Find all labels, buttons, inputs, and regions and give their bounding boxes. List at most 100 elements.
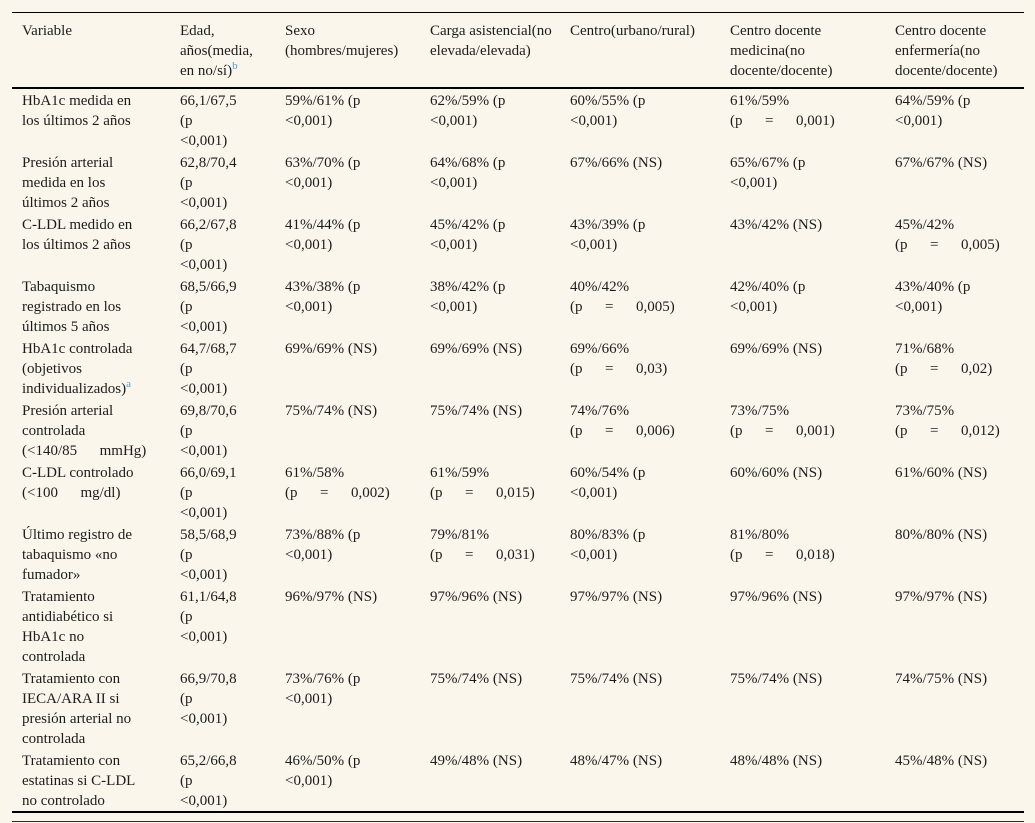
cell-medicina: 48%/48% (NS): [730, 753, 823, 769]
cell-carga: 64%/68% (p <0,001): [430, 155, 506, 191]
cell-medicina: 81%/80% (p = 0,018): [730, 527, 835, 563]
cell-enfermeria: 80%/80% (NS): [895, 527, 988, 543]
cell-centro: 43%/39% (p <0,001): [570, 217, 646, 253]
row-variable-label: Presión arterial medida en los últimos 2…: [22, 155, 114, 211]
footnote-ref-b[interactable]: b: [232, 60, 238, 72]
cell-edad: 62,8/70,4 (p <0,001): [180, 155, 237, 211]
cell-medicina: 61%/59% (p = 0,001): [730, 93, 835, 129]
cell-carga: 61%/59% (p = 0,015): [430, 465, 535, 501]
row-variable: Tratamiento con IECA/ARA II si presión a…: [12, 667, 180, 749]
cell-centro: 40%/42% (p = 0,005): [570, 279, 675, 315]
column-header-carga: Carga asistencial(no elevada/elevada): [430, 12, 570, 89]
cell-carga: 62%/59% (p <0,001): [430, 93, 506, 129]
row-variable-label: Tabaquismo registrado en los últimos 5 a…: [22, 279, 122, 335]
cell-sexo: 73%/76% (p <0,001): [285, 671, 361, 707]
footnote-ref-a[interactable]: a: [126, 378, 132, 390]
row-variable-label: HbA1c controlada (objetivos individualiz…: [22, 341, 133, 397]
cell-medicina: 73%/75% (p = 0,001): [730, 403, 835, 439]
table-row: Tratamiento con estatinas si C-LDL no co…: [12, 749, 1024, 812]
cell-carga: 97%/96% (NS): [430, 589, 523, 605]
row-variable: Tabaquismo registrado en los últimos 5 a…: [12, 275, 180, 337]
cell-edad: 69,8/70,6 (p <0,001): [180, 403, 237, 459]
cell-centro: 97%/97% (NS): [570, 589, 663, 605]
table-row: C-LDL controlado (<100 mg/dl) 66,0/69,1 …: [12, 461, 1024, 523]
cell-edad: 64,7/68,7 (p <0,001): [180, 341, 237, 397]
table-row: Presión arterial medida en los últimos 2…: [12, 151, 1024, 213]
cell-centro: 48%/47% (NS): [570, 753, 663, 769]
cell-enfermeria: 67%/67% (NS): [895, 155, 988, 171]
cell-edad: 61,1/64,8 (p <0,001): [180, 589, 237, 645]
cell-enfermeria: 74%/75% (NS): [895, 671, 988, 687]
cell-carga: 49%/48% (NS): [430, 753, 523, 769]
results-table: Variable Edad, años(media, en no/sí)b Se…: [12, 12, 1024, 813]
cell-carga: 75%/74% (NS): [430, 671, 523, 687]
cell-sexo: 61%/58% (p = 0,002): [285, 465, 390, 501]
row-variable: C-LDL controlado (<100 mg/dl): [12, 461, 180, 523]
cell-medicina: 75%/74% (NS): [730, 671, 823, 687]
cell-medicina: 65%/67% (p <0,001): [730, 155, 806, 191]
table-row: Tabaquismo registrado en los últimos 5 a…: [12, 275, 1024, 337]
cell-edad: 66,2/67,8 (p <0,001): [180, 217, 237, 273]
cell-medicina: 43%/42% (NS): [730, 217, 823, 233]
cell-centro: 69%/66% (p = 0,03): [570, 341, 668, 377]
cell-enfermeria: 71%/68% (p = 0,02): [895, 341, 993, 377]
cell-enfermeria: 64%/59% (p <0,001): [895, 93, 971, 129]
cell-sexo: 96%/97% (NS): [285, 589, 378, 605]
row-variable-label: Último registro de tabaquismo «no fumado…: [22, 527, 132, 583]
row-variable-label: C-LDL medido en los últimos 2 años: [22, 217, 133, 253]
cell-edad: 58,5/68,9 (p <0,001): [180, 527, 237, 583]
column-header-label: Carga asistencial(no elevada/elevada): [430, 23, 552, 59]
row-variable: HbA1c controlada (objetivos individualiz…: [12, 337, 180, 399]
column-header-label: Centro docente enfermería(no docente/doc…: [895, 23, 998, 79]
row-variable-label: Tratamiento con estatinas si C-LDL no co…: [22, 753, 136, 809]
row-variable-label: Presión arterial controlada (<140/85 mmH…: [22, 403, 147, 459]
cell-sexo: 63%/70% (p <0,001): [285, 155, 361, 191]
cell-centro: 80%/83% (p <0,001): [570, 527, 646, 563]
table-bottom-rule: [12, 821, 1024, 822]
table-row: Tratamiento antidiabético si HbA1c no co…: [12, 585, 1024, 667]
cell-edad: 66,9/70,8 (p <0,001): [180, 671, 237, 727]
column-header-label: Edad, años(media, en no/sí): [180, 23, 253, 79]
row-variable: Último registro de tabaquismo «no fumado…: [12, 523, 180, 585]
row-variable: Presión arterial controlada (<140/85 mmH…: [12, 399, 180, 461]
cell-sexo: 73%/88% (p <0,001): [285, 527, 361, 563]
cell-sexo: 43%/38% (p <0,001): [285, 279, 361, 315]
column-header-label: Centro(urbano/rural): [570, 23, 695, 39]
cell-carga: 75%/74% (NS): [430, 403, 523, 419]
cell-sexo: 41%/44% (p <0,001): [285, 217, 361, 253]
cell-carga: 38%/42% (p <0,001): [430, 279, 506, 315]
row-variable: C-LDL medido en los últimos 2 años: [12, 213, 180, 275]
column-header-edad: Edad, años(media, en no/sí)b: [180, 12, 285, 89]
cell-sexo: 75%/74% (NS): [285, 403, 378, 419]
row-variable: HbA1c medida en los últimos 2 años: [12, 88, 180, 151]
cell-carga: 69%/69% (NS): [430, 341, 523, 357]
cell-enfermeria: 45%/42% (p = 0,005): [895, 217, 1000, 253]
header-row: Variable Edad, años(media, en no/sí)b Se…: [12, 12, 1024, 89]
cell-enfermeria: 43%/40% (p <0,001): [895, 279, 971, 315]
cell-centro: 60%/54% (p <0,001): [570, 465, 646, 501]
column-header-sexo: Sexo (hombres/mujeres): [285, 12, 430, 89]
cell-medicina: 97%/96% (NS): [730, 589, 823, 605]
cell-edad: 65,2/66,8 (p <0,001): [180, 753, 237, 809]
table-row: Presión arterial controlada (<140/85 mmH…: [12, 399, 1024, 461]
column-header-label: Sexo (hombres/mujeres): [285, 23, 399, 59]
row-variable: Tratamiento con estatinas si C-LDL no co…: [12, 749, 180, 812]
row-variable-label: C-LDL controlado (<100 mg/dl): [22, 465, 134, 501]
cell-centro: 74%/76% (p = 0,006): [570, 403, 675, 439]
cell-centro: 67%/66% (NS): [570, 155, 663, 171]
row-variable: Presión arterial medida en los últimos 2…: [12, 151, 180, 213]
column-header-label: Centro docente medicina(no docente/docen…: [730, 23, 833, 79]
cell-carga: 79%/81% (p = 0,031): [430, 527, 535, 563]
column-header-label: Variable: [22, 23, 72, 39]
cell-edad: 68,5/66,9 (p <0,001): [180, 279, 237, 335]
cell-edad: 66,0/69,1 (p <0,001): [180, 465, 237, 521]
table-row: HbA1c medida en los últimos 2 años 66,1/…: [12, 88, 1024, 151]
row-variable-label: Tratamiento con IECA/ARA II si presión a…: [22, 671, 132, 747]
table-row: C-LDL medido en los últimos 2 años 66,2/…: [12, 213, 1024, 275]
cell-sexo: 46%/50% (p <0,001): [285, 753, 361, 789]
cell-centro: 60%/55% (p <0,001): [570, 93, 646, 129]
row-variable: Tratamiento antidiabético si HbA1c no co…: [12, 585, 180, 667]
column-header-docente-enfermeria: Centro docente enfermería(no docente/doc…: [895, 12, 1024, 89]
row-variable-label: Tratamiento antidiabético si HbA1c no co…: [22, 589, 114, 665]
cell-medicina: 69%/69% (NS): [730, 341, 823, 357]
